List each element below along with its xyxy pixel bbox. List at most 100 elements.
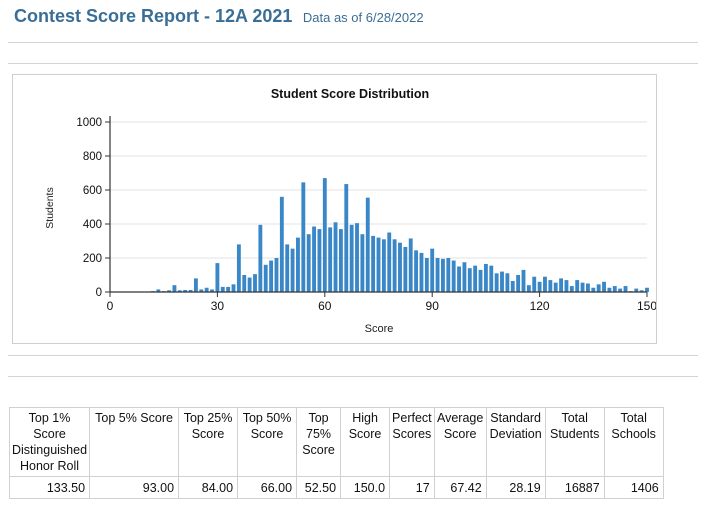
x-tick-label: 30 (211, 299, 225, 313)
histogram-bar (585, 283, 590, 292)
section-divider-mid (8, 355, 698, 356)
histogram-bar (462, 262, 467, 292)
x-tick-label: 60 (318, 299, 332, 313)
histogram-bar (441, 258, 445, 292)
histogram-bar (296, 237, 300, 292)
value-average-score: 67.42 (433, 476, 487, 499)
column-header-average-score: Average Score (433, 407, 487, 477)
histogram-bar (269, 260, 274, 292)
histogram-bar (355, 223, 359, 292)
histogram-bar (553, 282, 558, 292)
chart-panel: Student Score Distribution Students Scor… (12, 74, 657, 344)
histogram-bar (457, 266, 461, 292)
histogram-bar (521, 269, 526, 292)
histogram-bar (510, 280, 515, 292)
column-header-top-75-percent: Top 75% Score (296, 407, 342, 477)
value-perfect-scores: 17 (389, 476, 435, 499)
x-tick-label: 120 (530, 299, 550, 313)
histogram-bar (634, 288, 639, 292)
chart-title: Student Score Distribution (271, 87, 429, 101)
axes: 0 200 400 600 800 1000 0 30 60 90 120 150 (76, 116, 656, 313)
y-tick-label: 200 (83, 253, 102, 265)
histogram-bar (478, 269, 483, 292)
value-total-students: 16887 (544, 476, 605, 499)
bars (140, 178, 649, 293)
y-tick-label: 1000 (76, 117, 102, 129)
histogram-bar (483, 263, 488, 292)
histogram-bar (387, 232, 392, 292)
column-header-top-1-percent: Top 1% Score Distinguished Honor Roll (8, 407, 91, 477)
histogram-bar (193, 278, 198, 292)
histogram-bar (156, 289, 161, 292)
histogram-bar (183, 289, 188, 292)
histogram-bar (403, 246, 408, 292)
histogram-bar (231, 284, 236, 292)
section-divider-top (8, 63, 698, 64)
table-row: 133.50 93.00 84.00 66.00 52.50 150.0 17 … (8, 476, 664, 499)
histogram-bar (199, 289, 204, 292)
histogram-bar (306, 234, 311, 292)
histogram-bar (618, 288, 623, 292)
table-header-row: Top 1% Score Distinguished Honor Roll To… (8, 407, 664, 477)
data-as-of-date: Data as of 6/28/2022 (302, 10, 424, 25)
value-standard-deviation: 28.19 (485, 476, 546, 499)
histogram-bar (215, 263, 220, 292)
histogram-bar (172, 285, 177, 292)
histogram-bar (210, 289, 214, 292)
value-top-25-percent: 84.00 (178, 476, 239, 499)
histogram-bar (317, 229, 322, 292)
histogram-bar (591, 287, 596, 292)
histogram-bar (430, 248, 435, 292)
histogram-bar (371, 235, 376, 292)
gridlines (110, 121, 647, 259)
histogram-bar (419, 252, 424, 292)
histogram-bar (253, 274, 257, 292)
histogram-bar (392, 239, 397, 292)
histogram-bar (537, 281, 542, 292)
histogram-bar (564, 280, 569, 292)
histogram-bar (236, 244, 241, 292)
histogram-bar (526, 285, 531, 292)
y-tick-label: 600 (83, 185, 102, 197)
histogram-bar (424, 258, 429, 292)
histogram-bar (328, 227, 333, 292)
value-top-5-percent: 93.00 (89, 476, 180, 499)
histogram-bar (349, 224, 354, 292)
section-divider-bottom (8, 376, 698, 377)
histogram-bar (451, 260, 456, 292)
histogram-bar (398, 242, 402, 292)
histogram-bar (580, 282, 585, 292)
histogram-bar (548, 280, 553, 292)
histogram-bar (226, 286, 231, 292)
histogram-bar (220, 286, 225, 292)
histogram-bar (489, 265, 494, 292)
histogram-bar (167, 290, 172, 292)
histogram-bar (285, 244, 290, 292)
histogram-bar (414, 250, 419, 292)
histogram-bar (532, 276, 537, 292)
histogram-bar (312, 226, 316, 292)
histogram-bar (607, 287, 612, 292)
histogram-bar (435, 258, 440, 292)
histogram-bar (258, 224, 263, 292)
x-axis-label: Score (365, 323, 394, 335)
histogram-bar (612, 286, 617, 292)
histogram-bar (494, 273, 499, 292)
histogram-bar (360, 234, 365, 292)
histogram-bar (247, 277, 252, 292)
histogram-bar (381, 239, 386, 292)
histogram-bar (338, 229, 343, 292)
histogram-bar (365, 197, 370, 292)
histogram-bar (467, 268, 472, 292)
histogram-bar (279, 196, 284, 292)
histogram-bar (344, 184, 349, 292)
histogram-bar (301, 182, 306, 292)
histogram-bar (290, 248, 295, 292)
histogram-bar (242, 275, 247, 292)
column-header-total-students: Total Students (544, 407, 605, 477)
histogram-bar (602, 281, 606, 292)
histogram-bar (263, 264, 268, 292)
score-distribution-chart: Student Score Distribution Students Scor… (44, 87, 656, 335)
histogram-bar (596, 284, 601, 292)
column-header-top-50-percent: Top 50% Score (237, 407, 298, 477)
